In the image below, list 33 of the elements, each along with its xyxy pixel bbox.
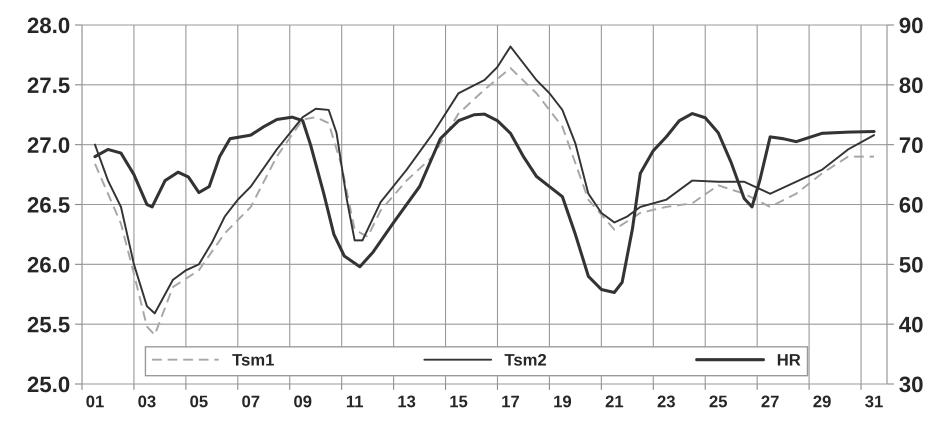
y2-tick-label: 90 — [900, 18, 923, 34]
y-tick-label: 28.0 — [28, 18, 70, 34]
x-tick-label: 27 — [761, 396, 779, 408]
y2-tick-label: 70 — [900, 137, 923, 153]
y2-tick-label: 30 — [899, 376, 923, 392]
x-tick-label: 25 — [710, 396, 728, 408]
x-tick-label: 13 — [398, 396, 416, 408]
x-tick-label: 09 — [294, 396, 312, 408]
legend-label: HR — [778, 354, 800, 366]
y-tick-label: 25.0 — [28, 376, 70, 392]
y-tick-label: 25.5 — [28, 316, 70, 332]
legend-label: Tsm2 — [504, 354, 546, 366]
y-tick-label: 27.5 — [28, 77, 70, 94]
x-tick-label: 07 — [242, 396, 260, 408]
y-tick-label: 27.0 — [28, 137, 70, 153]
y2-tick-label: 60 — [900, 197, 923, 213]
x-tick-label: 29 — [813, 396, 831, 408]
x-tick-label: 15 — [450, 396, 468, 408]
y-tick-label: 26.5 — [28, 197, 70, 213]
x-tick-label: 17 — [502, 396, 520, 408]
y2-tick-label: 80 — [900, 77, 923, 94]
x-tick-label: 05 — [190, 396, 208, 408]
y2-tick-label: 50 — [899, 256, 923, 273]
x-tick-label: 11 — [346, 396, 364, 408]
x-tick-label: 21 — [606, 396, 624, 408]
x-tick-label: 31 — [865, 396, 883, 408]
x-tick-label: 23 — [658, 396, 675, 408]
y-tick-label: 26.0 — [28, 256, 70, 273]
y2-tick-label: 40 — [899, 316, 923, 332]
x-tick-label: 03 — [138, 396, 156, 408]
x-tick-label: 19 — [554, 396, 572, 408]
x-tick-label: 01 — [86, 396, 104, 408]
legend-label: Tsm1 — [232, 354, 274, 366]
